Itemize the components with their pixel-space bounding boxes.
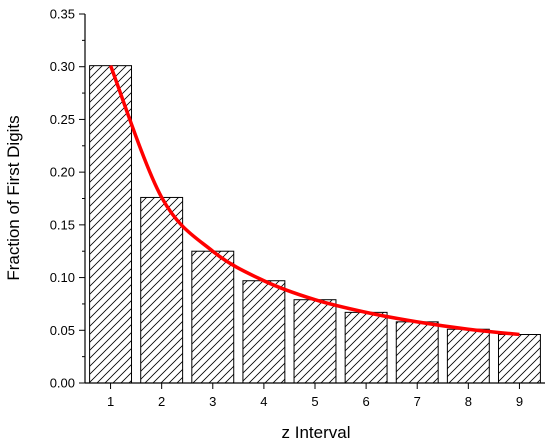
y-tick-label: 0.30 (50, 59, 75, 74)
x-tick-label: 7 (414, 394, 421, 409)
y-axis-title: Fraction of First Digits (4, 115, 23, 280)
y-tick-label: 0.05 (50, 323, 75, 338)
fit-curve-line (108, 65, 520, 337)
bar-1 (89, 65, 133, 384)
bar-group (89, 65, 541, 384)
y-tick-label: 0.35 (50, 7, 75, 22)
plot-axes (79, 13, 545, 389)
bar-3 (191, 250, 235, 384)
bar-9 (497, 334, 541, 384)
x-tick-label: 1 (107, 394, 114, 409)
y-tick-label: 0.25 (50, 112, 75, 127)
x-tick-label: 9 (516, 394, 523, 409)
x-tick-label: 6 (362, 394, 369, 409)
y-tick-labels: 0.00 0.05 0.10 0.15 0.20 0.25 0.30 0.35 (50, 7, 75, 391)
y-tick-label: 0.15 (50, 217, 75, 232)
x-tick-label: 8 (465, 394, 472, 409)
y-tick-label: 0.20 (50, 165, 75, 180)
y-tick-label: 0.10 (50, 270, 75, 285)
bar-6 (344, 311, 388, 384)
x-tick-label: 2 (158, 394, 165, 409)
x-tick-labels: 1 2 3 4 5 6 7 8 9 (107, 394, 523, 409)
y-tick-label: 0.00 (50, 376, 75, 391)
bar-2 (140, 196, 184, 384)
bar-7 (395, 321, 439, 384)
bar-8 (446, 328, 490, 384)
bar-5 (293, 299, 337, 384)
x-tick-label: 5 (311, 394, 318, 409)
x-axis-title: z Interval (282, 423, 351, 442)
bar-4 (242, 280, 286, 384)
x-tick-label: 4 (260, 394, 267, 409)
x-tick-label: 3 (209, 394, 216, 409)
